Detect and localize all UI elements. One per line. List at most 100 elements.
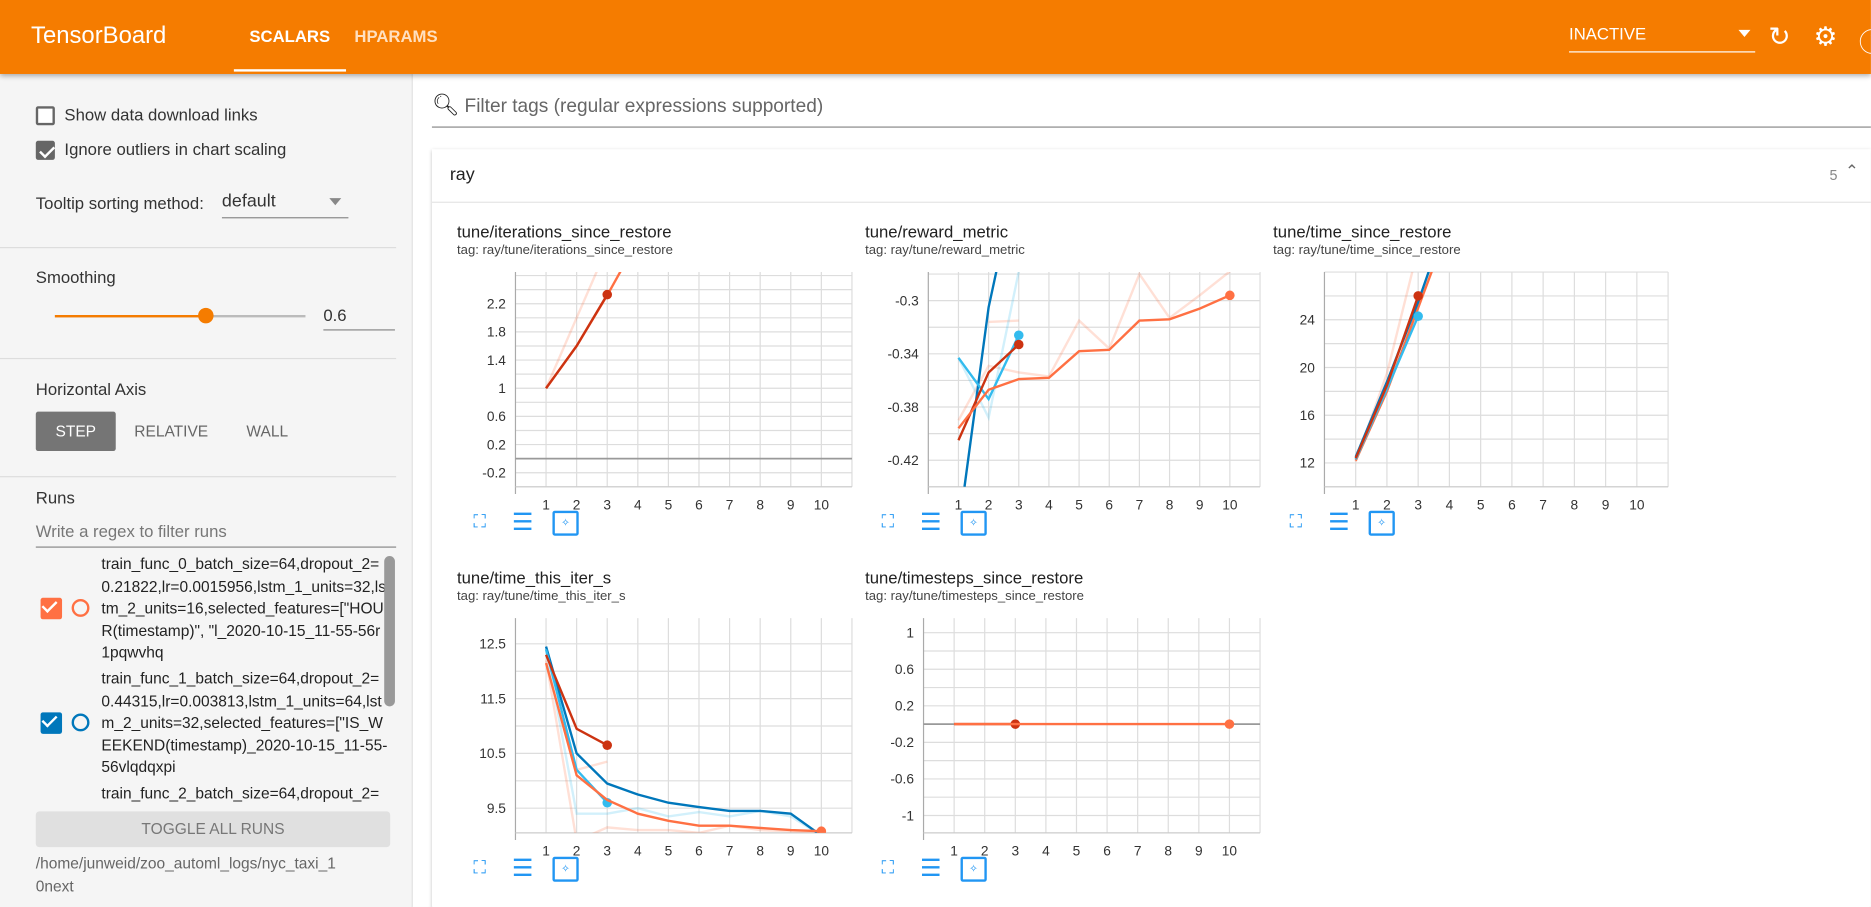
series-line [1354, 295, 1420, 459]
fit-domain-icon[interactable]: ✧ [960, 510, 987, 536]
smoothing-input[interactable]: 0.6 [323, 305, 395, 331]
y-tick-label: 16 [1300, 408, 1316, 423]
run-radio-0[interactable] [71, 598, 90, 617]
x-tick-label: 3 [1015, 497, 1023, 512]
chart-plot[interactable]: 1 2 3 4 5 6 7 8 9 10 -0.42 -0.38 -0.34 -0.3 [865, 267, 1271, 518]
y-tick-label: 0.2 [895, 699, 914, 714]
raw-series-line [988, 319, 1019, 324]
x-tick-label: 8 [756, 844, 764, 859]
x-tick-label: 1 [955, 497, 963, 512]
x-tick-label: 1 [950, 844, 958, 859]
fit-domain-icon[interactable]: ✧ [1368, 510, 1395, 536]
fit-domain-icon[interactable]: ✧ [552, 856, 579, 882]
y-tick-label: 11.5 [480, 691, 506, 706]
tab-scalars[interactable]: SCALARS [233, 26, 346, 72]
filter-placeholder: Filter tags (regular expressions support… [464, 96, 824, 117]
axis-step-button[interactable]: STEP [35, 411, 116, 452]
runs-label: Runs [35, 488, 75, 508]
x-tick-label: 10 [1222, 844, 1238, 859]
chart-title: tune/time_since_restore [1273, 221, 1452, 242]
y-tick-label: 1.4 [487, 353, 506, 368]
group-name: ray [449, 164, 475, 185]
x-tick-label: 2 [573, 497, 581, 512]
toggle-log-scale-icon[interactable]: ☰ [511, 855, 534, 882]
tag-filter-input[interactable]: 🔍︎ Filter tags (regular expressions supp… [431, 93, 1871, 128]
tooltip-sorting-select[interactable]: default [221, 191, 349, 219]
chevron-up-icon[interactable]: ⌃ [1845, 161, 1860, 181]
toggle-log-scale-icon[interactable]: ☰ [919, 855, 942, 882]
help-icon[interactable]: ⓘ [1859, 21, 1871, 59]
x-tick-label: 4 [1042, 844, 1050, 859]
status-select-value: INACTIVE [1569, 23, 1647, 43]
checkbox-checked[interactable] [35, 141, 55, 161]
chart-plot[interactable]: 1 2 3 4 5 6 7 8 9 10 9.5 10.5 11.5 12.5 [457, 613, 863, 864]
x-tick-label: 10 [1222, 497, 1238, 512]
series-end-point [1225, 290, 1235, 301]
fit-domain-icon[interactable]: ✧ [960, 856, 987, 882]
chart-plot[interactable]: 1 2 3 4 5 6 7 8 9 10 -1 -0.6 -0.2 0.2 0.6 1 [865, 613, 1271, 864]
x-tick-label: 5 [665, 497, 673, 512]
x-tick-label: 5 [1477, 497, 1485, 512]
tab-hparams[interactable]: HPARAMS [354, 26, 438, 46]
run-status-select[interactable]: INACTIVE [1569, 23, 1756, 53]
x-tick-label: 4 [1446, 497, 1454, 512]
run-radio-1[interactable] [71, 713, 90, 732]
y-tick-label: 12 [1300, 456, 1315, 471]
raw-series-line [544, 660, 822, 833]
axis-relative-button[interactable]: RELATIVE [134, 422, 209, 441]
x-tick-label: 6 [695, 497, 703, 512]
fit-domain-icon[interactable]: ✧ [552, 510, 579, 536]
x-tick-label: 2 [981, 844, 989, 859]
expand-icon[interactable]: ⛶ [881, 857, 895, 879]
series-line [957, 294, 1231, 430]
expand-icon[interactable]: ⛶ [1289, 511, 1303, 533]
series-end-point [1224, 719, 1235, 729]
y-tick-label: -0.2 [482, 466, 506, 481]
run-checkbox-0[interactable] [40, 597, 63, 620]
toggle-log-scale-icon[interactable]: ☰ [1328, 509, 1350, 536]
expand-icon[interactable]: ⛶ [473, 511, 486, 533]
run-checkbox-1[interactable] [40, 712, 63, 734]
x-tick-label: 6 [1508, 497, 1516, 512]
slider-fill [54, 315, 206, 318]
x-tick-label: 9 [1195, 844, 1203, 859]
chart-tag: tag: ray/tune/time_this_iter_s [456, 589, 626, 604]
axis-wall-button[interactable]: WALL [246, 422, 289, 441]
runs-list: train_func_0_batch_size=64,dropout_2=0.2… [0, 551, 412, 809]
ignore-outliers-checkbox[interactable]: Ignore outliers in chart scaling [35, 140, 396, 161]
slider-thumb[interactable] [198, 307, 214, 324]
y-tick-label: -0.3 [895, 293, 919, 308]
expand-icon[interactable]: ⛶ [881, 511, 895, 533]
x-tick-label: 6 [1103, 844, 1111, 859]
y-tick-label: -0.2 [890, 735, 914, 750]
run-filter-input[interactable]: Write a regex to filter runs [35, 521, 397, 548]
checkbox[interactable] [35, 106, 55, 126]
y-tick-label: 10.5 [479, 746, 506, 761]
run-name-2: train_func_2_batch_size=64,dropout_2= [101, 783, 380, 802]
horizontal-axis-label: Horizontal Axis [35, 379, 147, 399]
x-tick-label: 7 [726, 844, 734, 859]
tag-group-ray: ray 5 ⌃ tune/iterations_since_restore ta… [431, 149, 1871, 907]
chart-tag: tag: ray/tune/iterations_since_restore [456, 243, 673, 258]
checkbox-label: Show data download links [64, 105, 258, 125]
chart-title: tune/reward_metric [865, 221, 1009, 242]
chart-plot[interactable]: 1 2 3 4 5 6 7 8 9 10 -0.2 0.2 0.6 1 1.4 1.8 2.2 [457, 267, 863, 518]
gear-icon[interactable]: ⚙ [1813, 21, 1838, 52]
raw-series-line [957, 272, 1020, 422]
toggle-all-runs-button[interactable]: TOGGLE ALL RUNS [35, 811, 391, 848]
toggle-log-scale-icon[interactable]: ☰ [511, 509, 534, 536]
toggle-log-scale-icon[interactable]: ☰ [919, 509, 942, 536]
show-download-links-checkbox[interactable]: Show data download links [35, 105, 396, 126]
series-line [544, 654, 608, 747]
y-tick-label: -0.42 [887, 453, 918, 468]
smoothing-slider[interactable] [54, 307, 306, 324]
x-tick-label: 7 [1136, 497, 1144, 512]
chart-title: tune/timesteps_since_restore [865, 567, 1084, 588]
group-header[interactable]: ray 5 ⌃ [431, 149, 1871, 203]
runs-scrollbar[interactable] [384, 556, 395, 707]
expand-icon[interactable]: ⛶ [473, 857, 486, 879]
refresh-icon[interactable]: ↻ [1768, 21, 1791, 52]
x-tick-label: 3 [603, 497, 611, 512]
group-count: 5 [1829, 167, 1838, 184]
